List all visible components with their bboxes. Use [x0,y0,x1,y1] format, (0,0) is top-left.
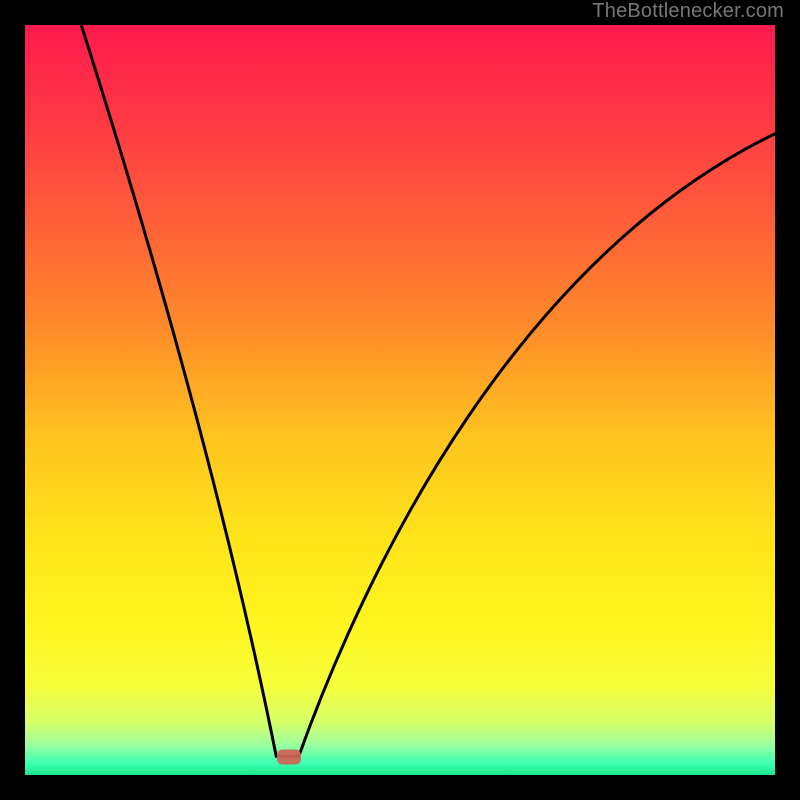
chart-container: TheBottlenecker.com [0,0,800,800]
gradient-background [25,25,775,775]
watermark-text: TheBottlenecker.com [592,0,784,23]
minimum-marker [277,750,301,765]
chart-plot [25,25,775,775]
